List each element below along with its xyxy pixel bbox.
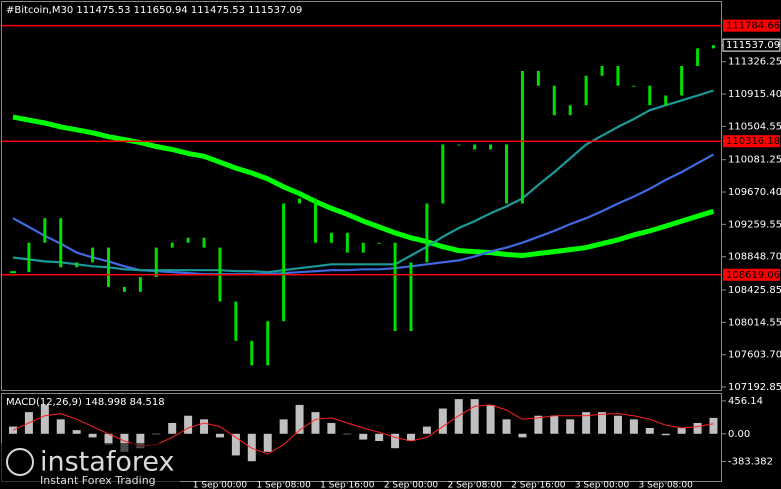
- macd-bar: [343, 433, 352, 435]
- macd-bar: [152, 433, 161, 435]
- last-price-box: [722, 38, 781, 52]
- macd-bar: [454, 399, 463, 434]
- macd-bar: [645, 428, 654, 434]
- y-tick-label: 108848.70: [728, 252, 781, 263]
- macd-bar: [295, 404, 304, 434]
- macd-bar: [231, 433, 240, 456]
- macd-bar: [56, 419, 65, 434]
- level-label: 108619.06: [726, 270, 780, 281]
- macd-bar: [438, 408, 447, 434]
- macd-bar: [613, 415, 622, 434]
- x-tick-label: 3 Sep 08:00: [639, 481, 694, 489]
- macd-bar: [375, 433, 384, 442]
- macd-tick-label: 0.00: [728, 429, 750, 440]
- macd-bar: [247, 433, 256, 462]
- y-tick-label: 111326.25: [728, 57, 781, 68]
- macd-bar: [263, 433, 272, 452]
- macd-header: MACD(12,26,9) 148.998 84.518: [6, 397, 165, 408]
- x-tick-label: 2 Sep 00:00: [384, 481, 439, 489]
- x-tick-label: 3 Sep 00:00: [575, 481, 630, 489]
- y-tick-label: 109670.40: [728, 187, 781, 198]
- y-tick-label: 110081.25: [728, 155, 781, 166]
- y-tick-label: 110915.40: [728, 89, 781, 100]
- macd-bar: [598, 412, 607, 434]
- macd-bar: [709, 417, 718, 434]
- macd-bar: [168, 422, 177, 434]
- macd-bar: [661, 433, 670, 436]
- macd-bar: [184, 415, 193, 434]
- macd-bar: [407, 433, 415, 442]
- level-label-box: [723, 135, 780, 148]
- macd-tick-label: -383.382: [728, 456, 773, 467]
- macd-bar: [215, 433, 224, 438]
- x-tick-label: 1 Sep 00:00: [193, 481, 248, 489]
- macd-bar: [470, 399, 479, 434]
- moving-average: [12, 89, 714, 274]
- macd-bar: [311, 412, 320, 434]
- last-price-label: 111537.09: [726, 40, 780, 51]
- macd-bar: [677, 428, 686, 434]
- macd-bar: [104, 433, 113, 445]
- macd-bar: [136, 433, 145, 449]
- macd-bar: [327, 422, 336, 434]
- macd-bar: [534, 415, 543, 434]
- macd-bar: [582, 412, 591, 434]
- macd-bar: [88, 433, 97, 438]
- macd-bar: [550, 415, 559, 434]
- macd-bar: [120, 433, 129, 452]
- macd-bar: [200, 419, 209, 434]
- macd-bar: [72, 430, 81, 434]
- moving-average: [12, 153, 715, 276]
- y-tick-label: 107603.70: [728, 350, 781, 361]
- macd-bar: [518, 433, 527, 438]
- x-tick-label: 1 Sep 16:00: [320, 481, 375, 489]
- level-label: 110316.18: [726, 136, 780, 147]
- macd-bar: [391, 433, 400, 449]
- macd-bar: [486, 404, 495, 434]
- macd-bar: [502, 419, 511, 434]
- macd-bar: [359, 433, 368, 440]
- y-tick-label: 109259.55: [728, 219, 781, 230]
- watermark-box: [0, 443, 180, 489]
- watermark-brand: instaforex: [40, 447, 174, 478]
- watermark: instaforex Instant Forex Trading: [0, 443, 180, 489]
- macd-tick-label: 456.14: [728, 396, 763, 407]
- x-tick-label: 2 Sep 08:00: [448, 481, 503, 489]
- macd-bar: [279, 419, 288, 434]
- macd-bar: [422, 426, 431, 434]
- x-tick-label: 2 Sep 16:00: [511, 481, 566, 489]
- y-tick-label: 110504.55: [728, 121, 781, 132]
- level-label: 111784.66: [726, 21, 780, 32]
- macd-bar: [693, 422, 702, 434]
- y-tick-label: 108014.55: [728, 317, 781, 328]
- watermark-logo: [6, 448, 34, 476]
- level-label-box: [723, 268, 780, 281]
- symbol-header: #Bitcoin,M30 111475.53 111650.94 111475.…: [6, 5, 302, 16]
- macd-bar: [40, 404, 49, 434]
- y-tick-label: 108425.85: [728, 285, 781, 296]
- x-tick-label: 1 Sep 08:00: [256, 481, 311, 489]
- main-frame: [1, 1, 722, 391]
- macd-signal: [12, 404, 714, 455]
- macd-bar: [566, 419, 575, 434]
- y-tick-label: 107192.85: [728, 382, 781, 393]
- watermark-tagline: Instant Forex Trading: [40, 474, 156, 487]
- macd-bar: [629, 419, 638, 434]
- macd-frame: [1, 393, 722, 482]
- level-label-box: [723, 19, 780, 32]
